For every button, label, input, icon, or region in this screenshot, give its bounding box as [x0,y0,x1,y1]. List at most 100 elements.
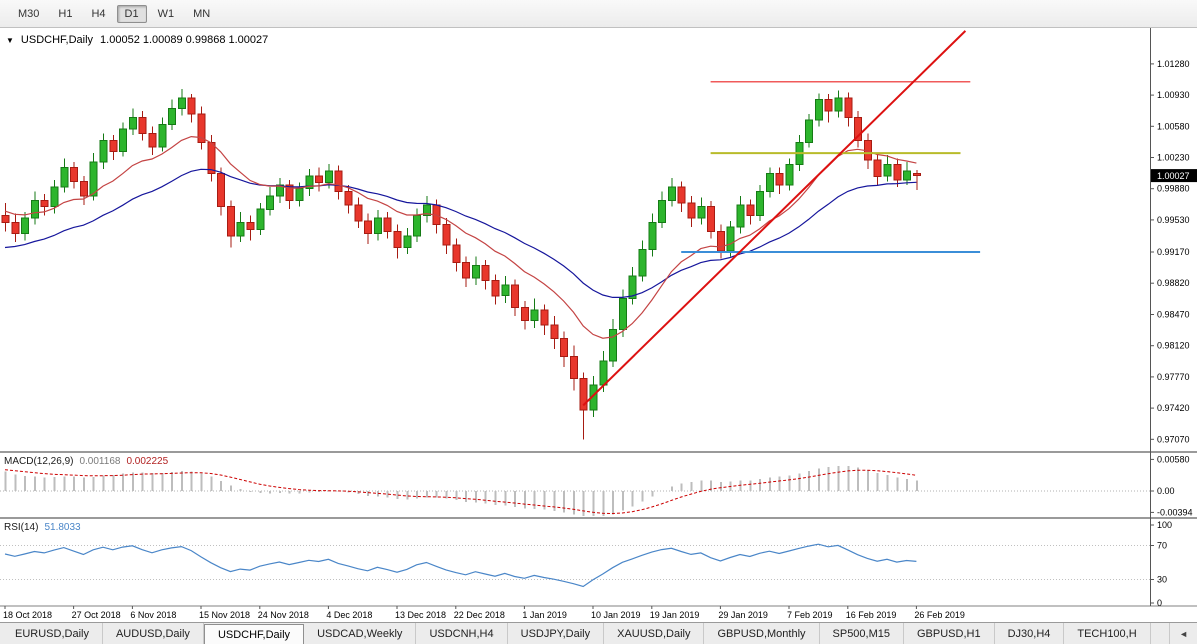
date-label: 4 Dec 2018 [326,610,372,620]
macd-tick-label: -0.00394 [1157,507,1193,517]
tab-scroll-left-button[interactable]: ◄ [1169,623,1197,644]
candle-body [79,181,88,197]
candle-body [89,161,98,197]
macd-histogram [4,465,918,516]
candle-body [756,190,765,216]
candle-body [148,132,157,148]
date-label: 18 Oct 2018 [3,610,52,620]
candle-body [687,202,696,219]
candle-body [716,231,725,252]
candle-body [158,124,167,148]
candle-body [452,244,461,264]
main-price-scale[interactable]: 1.01280 1.00930 1.00580 1.00230 0.99880 0.995… [1150,59,1190,444]
price-tick-label: 0.99530 [1157,215,1190,225]
timeframe-h1-button[interactable]: H1 [50,5,80,23]
timeframe-w1-button[interactable]: W1 [150,5,183,23]
candle-body [501,284,510,297]
candle-body [765,173,774,192]
candle-body [471,264,480,279]
candle-body [236,222,245,237]
date-label: 13 Dec 2018 [395,610,446,620]
candle-body [481,264,490,282]
candle-body [834,97,843,112]
chart-tab-gbpusd-monthly[interactable]: GBPUSD,Monthly [704,623,820,644]
chart-tab-usdcnh-h4[interactable]: USDCNH,H4 [416,623,508,644]
current-price-badge [1151,169,1197,183]
candle-body [207,141,216,175]
timeframe-h4-button[interactable]: H4 [83,5,113,23]
price-tick-label: 0.98470 [1157,310,1190,320]
chart-tab-sp500-m15[interactable]: SP500,M15 [820,623,904,644]
ma-slow-line [4,168,917,298]
candle-body [266,195,275,210]
rsi-scale[interactable]: 100 70 30 0 [1150,520,1172,608]
candle-body [599,360,608,386]
date-label: 19 Jan 2019 [650,610,700,620]
chart-tab-tech100-h[interactable]: TECH100,H [1064,623,1151,644]
macd-tick-label: 0.00 [1157,486,1175,496]
chart-background [0,28,1197,622]
candle-body [462,262,471,279]
price-tick-label: 0.99170 [1157,247,1190,257]
candle-body [883,164,892,177]
trend-line[interactable] [582,30,967,407]
date-label: 15 Nov 2018 [199,610,250,620]
price-tick-label: 1.00230 [1157,153,1190,163]
candle-body [912,172,921,177]
candle-body [805,119,814,143]
candle-body [373,217,382,234]
candle-body [785,164,794,186]
chart-tab-usdjpy-daily[interactable]: USDJPY,Daily [508,623,605,644]
chart-tab-usdchf-daily[interactable]: USDCHF,Daily [203,624,305,644]
candle-body [638,248,647,277]
candle-body [197,113,206,143]
candle-body [569,355,578,380]
chart-tab-bar: EURUSD,Daily AUDUSD,Daily USDCHF,Daily USDC… [0,622,1197,644]
macd-tick-label: 0.00580 [1157,454,1190,464]
macd-scale[interactable]: 0.00580 0.00 -0.00394 [1150,454,1193,517]
candle-body [128,116,137,130]
candle-body [285,184,294,201]
candle-body [697,206,706,219]
timeframe-d1-button[interactable]: D1 [116,4,147,23]
price-tick-label: 0.97070 [1157,434,1190,444]
candles-layer [1,88,921,440]
candle-body [138,116,147,135]
candle-body [403,235,412,249]
candle-body [540,309,549,326]
chart-tab-xauusd-daily[interactable]: XAUUSD,Daily [604,623,705,644]
candle-body [246,222,255,231]
candle-body [364,220,373,234]
chart-tab-gbpusd-h1[interactable]: GBPUSD,H1 [904,623,995,644]
candle-body [11,222,20,234]
chart-window: 1.01280 1.00930 1.00580 1.00230 0.99880 0.995… [0,28,1197,622]
one-click-trading-arrow-icon[interactable]: ▼ [6,35,14,45]
date-label: 16 Feb 2019 [846,610,897,620]
price-tick-label: 1.00580 [1157,121,1190,131]
timeframe-mn-button[interactable]: MN [185,5,218,23]
candle-body [893,164,902,181]
candle-body [814,99,823,121]
date-axis[interactable]: 18 Oct 2018 27 Oct 2018 6 Nov 2018 15 Nov 2… [3,606,965,620]
chart-tab-audusd-daily[interactable]: AUDUSD,Daily [103,623,204,644]
chart-tab-usdcad-weekly[interactable]: USDCAD,Weekly [304,623,417,644]
candle-body [324,170,333,183]
candle-body [226,206,235,237]
date-label: 27 Oct 2018 [72,610,121,620]
candle-body [520,306,529,322]
timeframe-m30-button[interactable]: M30 [10,5,47,23]
candle-body [873,159,882,177]
candle-body [334,170,343,192]
chart-tab-dj30-h4[interactable]: DJ30,H4 [995,623,1065,644]
date-label: 7 Feb 2019 [787,610,833,620]
date-label: 1 Jan 2019 [522,610,567,620]
ma-fast-line [4,135,917,339]
candle-body [70,166,79,183]
chart-tab-eurusd-daily[interactable]: EURUSD,Daily [2,623,103,644]
price-tick-label: 0.97420 [1157,403,1190,413]
price-chart-canvas[interactable]: 1.01280 1.00930 1.00580 1.00230 0.99880 0.995… [0,28,1197,622]
rsi-tick-label: 100 [1157,520,1172,530]
candle-body [1,215,10,224]
candle-body [824,99,833,112]
